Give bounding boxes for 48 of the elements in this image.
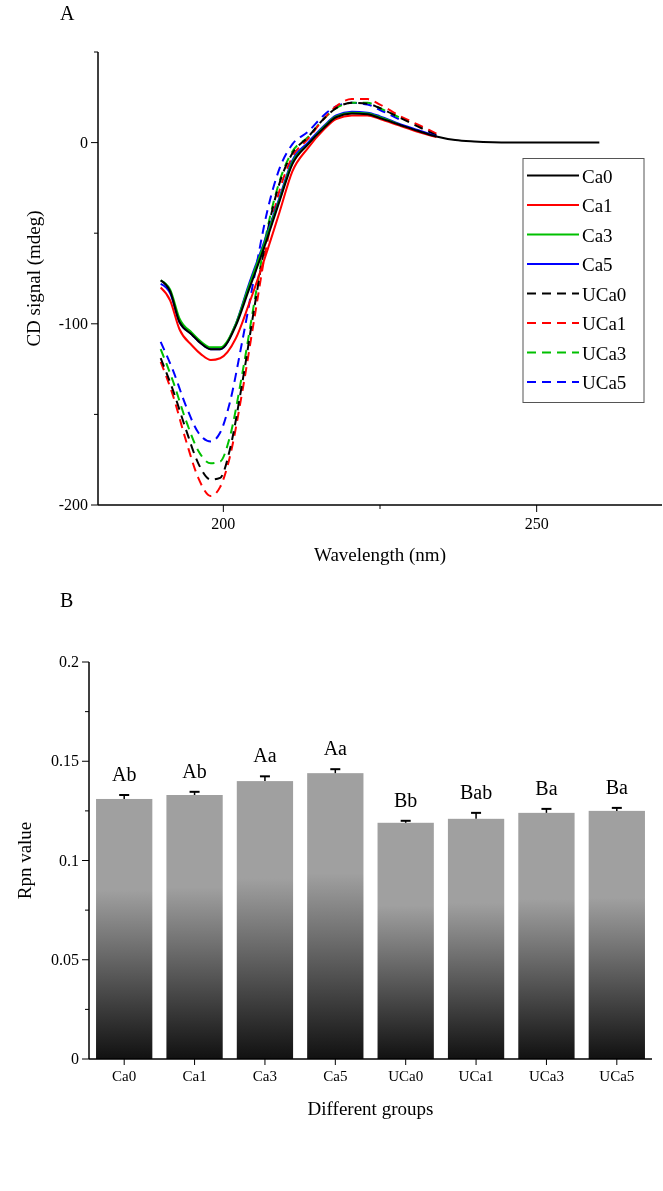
- x-tick-label: Ca1: [182, 1068, 207, 1084]
- data-label: Aa: [253, 744, 277, 767]
- y-tick-label: 0: [80, 133, 88, 151]
- data-label: Ab: [182, 759, 207, 782]
- y-tick-label: 0.2: [59, 653, 79, 670]
- y-tick-label: 0.05: [51, 950, 79, 968]
- y-tick-label: -100: [58, 314, 88, 332]
- bar: [447, 818, 505, 1059]
- chart-title: A: [60, 2, 75, 24]
- legend-label: UCa3: [582, 342, 627, 364]
- x-tick-label: UCa3: [528, 1068, 564, 1084]
- x-tick-label: UCa1: [458, 1068, 494, 1084]
- data-label: Bab: [459, 780, 493, 803]
- bar: [518, 812, 575, 1059]
- data-label: Ba: [605, 775, 629, 798]
- x-tick-label: Ca0: [112, 1068, 137, 1084]
- legend-label: UCa0: [582, 283, 627, 305]
- chart-title: B: [60, 589, 74, 611]
- legend-label: UCa1: [582, 313, 627, 334]
- x-tick-label: UCa0: [388, 1068, 424, 1084]
- legend-label: Ca3: [582, 224, 613, 246]
- bar: [236, 781, 294, 1059]
- bar: [588, 810, 645, 1059]
- bar: [96, 798, 153, 1059]
- data-label: Ab: [111, 762, 137, 785]
- legend-label: Ca5: [582, 254, 613, 275]
- data-label: Ba: [535, 776, 558, 799]
- y-axis-title: CD signal (mdeg): [23, 210, 45, 347]
- y-tick-label: -200: [58, 496, 88, 513]
- x-tick-label: Ca3: [252, 1068, 278, 1084]
- legend-label: UCa5: [582, 372, 627, 393]
- bar: [307, 773, 364, 1059]
- x-tick-label: 250: [524, 515, 549, 532]
- y-axis-title: Rpn value: [14, 821, 35, 900]
- bar: [377, 822, 434, 1059]
- x-axis-title: Wavelength (nm): [314, 544, 446, 566]
- legend-label: Ca1: [582, 195, 613, 216]
- y-tick-label: 0.1: [59, 851, 79, 869]
- x-tick-label: 200: [211, 515, 236, 532]
- data-label: Aa: [323, 737, 348, 760]
- x-tick-label: UCa5: [599, 1068, 635, 1084]
- bar: [166, 795, 223, 1059]
- data-label: Bb: [394, 788, 418, 811]
- x-tick-label: Ca5: [323, 1068, 348, 1084]
- y-tick-label: 0: [71, 1050, 79, 1067]
- x-axis-title: Different groups: [307, 1098, 434, 1119]
- y-tick-label: 0.15: [51, 752, 79, 770]
- legend-label: Ca0: [582, 165, 613, 187]
